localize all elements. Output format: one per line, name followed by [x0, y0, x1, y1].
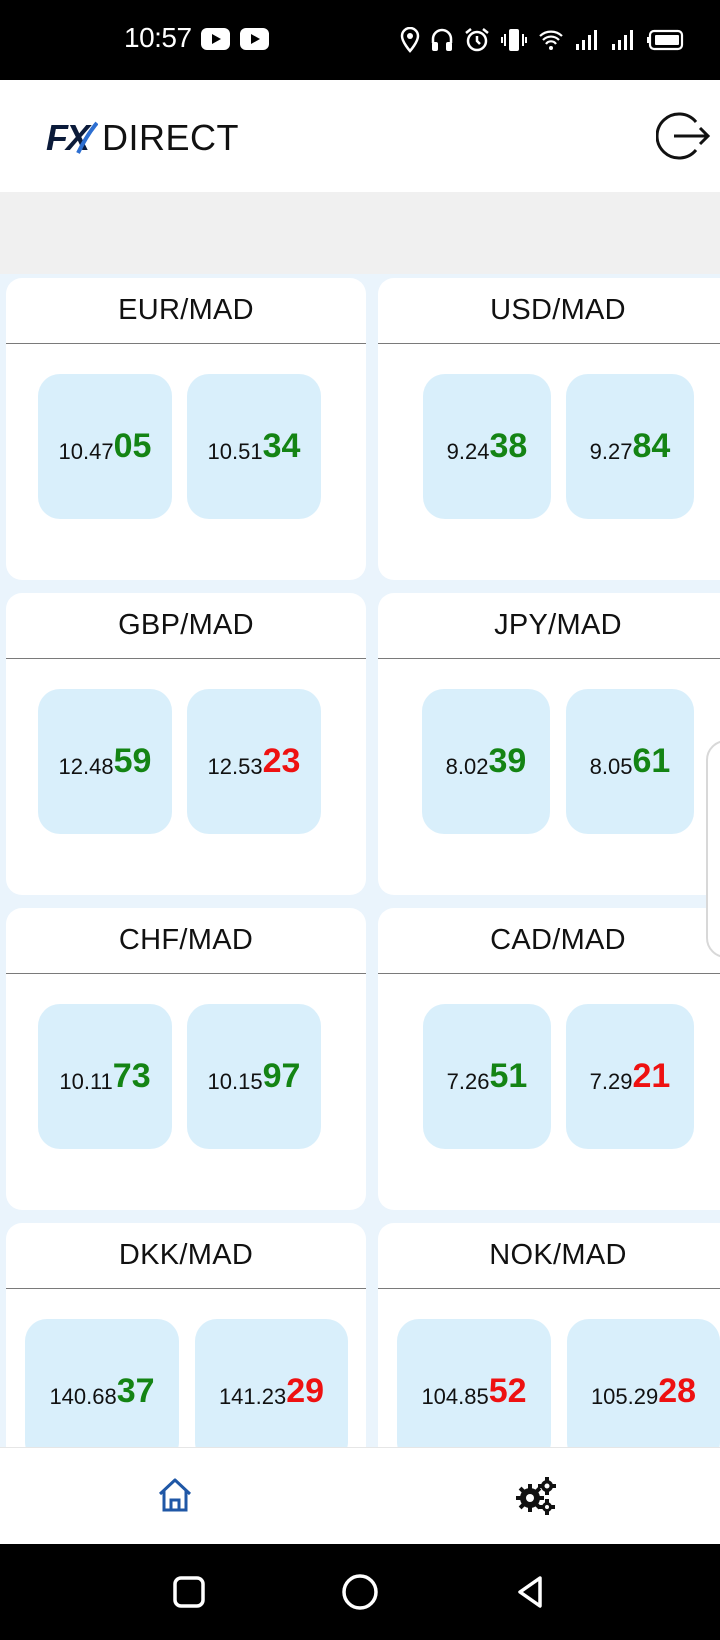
system-nav-bar — [0, 1544, 720, 1640]
bid-quote[interactable]: 9.24 38 — [423, 374, 551, 519]
recents-icon[interactable] — [169, 1572, 209, 1612]
pair-name: EUR/MAD — [6, 278, 366, 344]
ask-prefix: 10.51 — [207, 438, 263, 464]
bid-quote[interactable]: 10.11 73 — [38, 1004, 172, 1149]
ask-prefix: 9.27 — [589, 438, 633, 464]
ask-prefix: 10.15 — [207, 1068, 263, 1094]
ask-quote[interactable]: 10.51 34 — [187, 374, 321, 519]
logo-swoosh-icon — [76, 121, 98, 154]
ask-quote[interactable]: 9.27 84 — [566, 374, 694, 519]
ask-suffix: 23 — [262, 742, 301, 780]
bid-quote[interactable]: 12.48 59 — [38, 689, 172, 834]
wifi-icon — [539, 30, 563, 50]
bid-prefix: 140.68 — [49, 1383, 117, 1409]
ask-quote[interactable]: 10.15 97 — [187, 1004, 321, 1149]
pair-name: JPY/MAD — [378, 593, 720, 659]
vibrate-icon — [501, 29, 527, 51]
status-time: 10:57 — [124, 22, 192, 53]
bid-prefix: 7.26 — [446, 1068, 490, 1094]
ask-suffix: 28 — [658, 1372, 697, 1410]
pair-card-jpy-mad[interactable]: JPY/MAD 8.02 39 8.05 61 — [378, 593, 720, 895]
bid-suffix: 05 — [113, 427, 152, 465]
home-icon[interactable] — [156, 1476, 194, 1514]
bid-prefix: 104.85 — [421, 1383, 489, 1409]
ask-quote[interactable]: 12.53 23 — [187, 689, 321, 834]
ask-suffix: 97 — [262, 1057, 301, 1095]
status-icons — [400, 24, 684, 56]
pair-name: NOK/MAD — [378, 1223, 720, 1289]
pair-card-nok-mad[interactable]: NOK/MAD 104.85 52 105.29 28 — [378, 1223, 720, 1447]
headphones-icon — [431, 28, 453, 51]
bid-suffix: 38 — [489, 427, 528, 465]
bid-prefix: 10.11 — [59, 1068, 113, 1094]
ask-quote[interactable]: 8.05 61 — [566, 689, 694, 834]
bid-prefix: 8.02 — [445, 753, 489, 779]
pair-card-eur-mad[interactable]: EUR/MAD 10.47 05 10.51 34 — [6, 278, 366, 580]
ask-prefix: 8.05 — [589, 753, 633, 779]
pair-card-cad-mad[interactable]: CAD/MAD 7.26 51 7.29 21 — [378, 908, 720, 1210]
bid-suffix: 39 — [488, 742, 527, 780]
bid-prefix: 9.24 — [446, 438, 490, 464]
logout-icon[interactable] — [656, 108, 712, 164]
alarm-icon — [465, 28, 489, 52]
signal-icon — [576, 30, 597, 50]
pair-card-chf-mad[interactable]: CHF/MAD 10.11 73 10.15 97 — [6, 908, 366, 1210]
pair-name: CAD/MAD — [378, 908, 720, 974]
ask-suffix: 21 — [632, 1057, 671, 1095]
youtube-icon — [201, 28, 230, 50]
back-icon[interactable] — [510, 1572, 550, 1612]
ask-suffix: 84 — [632, 427, 671, 465]
pair-card-gbp-mad[interactable]: GBP/MAD 12.48 59 12.53 23 — [6, 593, 366, 895]
app-header: FX DIRECT — [0, 80, 720, 192]
pair-name: USD/MAD — [378, 278, 720, 344]
status-bar: 10:57 — [0, 0, 720, 80]
pair-card-dkk-mad[interactable]: DKK/MAD 140.68 37 141.23 29 — [6, 1223, 366, 1447]
bid-quote[interactable]: 104.85 52 — [397, 1319, 551, 1447]
ask-prefix: 141.23 — [218, 1383, 287, 1409]
bid-prefix: 10.47 — [58, 438, 114, 464]
home-circle-icon[interactable] — [340, 1572, 380, 1612]
ask-prefix: 7.29 — [589, 1068, 633, 1094]
ask-quote[interactable]: 141.23 29 — [195, 1319, 348, 1447]
ask-suffix: 34 — [262, 427, 301, 465]
bid-quote[interactable]: 10.47 05 — [38, 374, 172, 519]
youtube-icon — [240, 28, 269, 50]
gears-icon[interactable] — [514, 1474, 558, 1518]
bid-suffix: 37 — [116, 1372, 155, 1410]
bid-quote[interactable]: 8.02 39 — [422, 689, 550, 834]
toolbar-band — [0, 192, 720, 274]
pair-name: GBP/MAD — [6, 593, 366, 659]
bid-suffix: 52 — [488, 1372, 527, 1410]
logo-direct: DIRECT — [102, 117, 240, 158]
ask-quote[interactable]: 7.29 21 — [566, 1004, 694, 1149]
ask-prefix: 12.53 — [207, 753, 263, 779]
logo-fx: FX — [46, 117, 90, 158]
bid-quote[interactable]: 140.68 37 — [25, 1319, 179, 1447]
pair-name: DKK/MAD — [6, 1223, 366, 1289]
ask-quote[interactable]: 105.29 28 — [567, 1319, 720, 1447]
bid-prefix: 12.48 — [58, 753, 114, 779]
bottom-nav — [0, 1447, 720, 1544]
pair-name: CHF/MAD — [6, 908, 366, 974]
bid-quote[interactable]: 7.26 51 — [423, 1004, 551, 1149]
currency-grid: EUR/MAD 10.47 05 10.51 34 USD/MAD 9.24 38 9… — [0, 274, 720, 1447]
bid-suffix: 59 — [113, 742, 152, 780]
ask-suffix: 29 — [286, 1372, 325, 1410]
pair-card-usd-mad[interactable]: USD/MAD 9.24 38 9.27 84 — [378, 278, 720, 580]
bid-suffix: 73 — [112, 1057, 151, 1095]
ask-suffix: 61 — [632, 742, 671, 780]
bid-suffix: 51 — [489, 1057, 528, 1095]
side-panel-handle[interactable] — [706, 740, 720, 958]
fx-direct-logo: FX DIRECT — [46, 117, 240, 158]
location-icon — [400, 27, 420, 53]
signal-icon — [612, 30, 633, 50]
ask-prefix: 105.29 — [590, 1383, 659, 1409]
battery-icon — [647, 29, 684, 51]
